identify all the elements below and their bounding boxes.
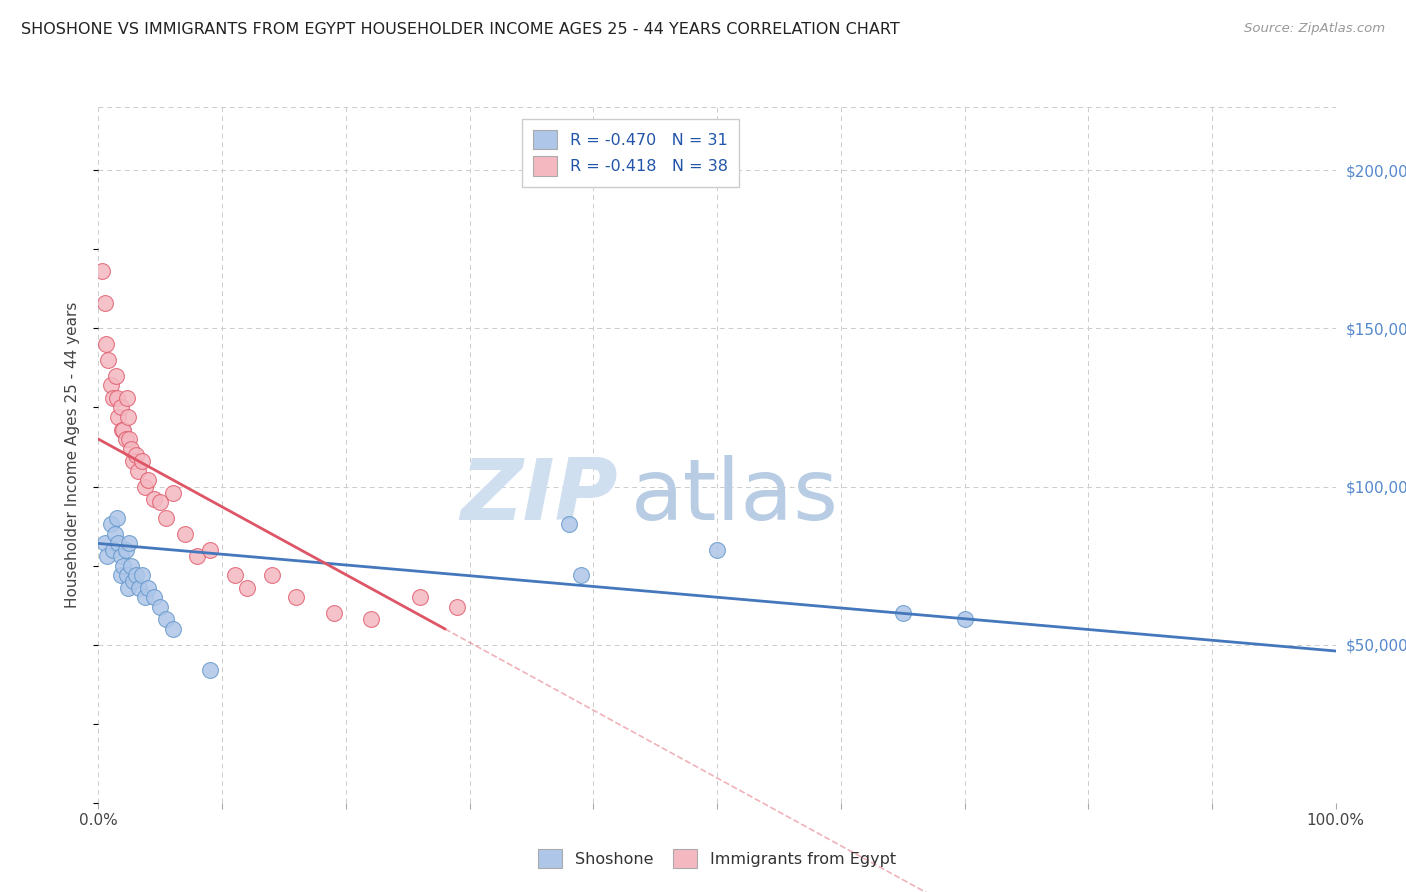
- Point: [260, 568, 283, 582]
- Point: [117, 581, 139, 595]
- Point: [114, 432, 136, 446]
- Point: [96, 549, 118, 563]
- Point: [149, 495, 172, 509]
- Point: [322, 606, 344, 620]
- Point: [136, 473, 159, 487]
- Point: [110, 568, 132, 582]
- Point: [91, 264, 114, 278]
- Point: [143, 492, 166, 507]
- Point: [105, 511, 128, 525]
- Point: [112, 423, 135, 437]
- Point: [100, 378, 122, 392]
- Legend: Shoshone, Immigrants from Egypt: Shoshone, Immigrants from Egypt: [531, 843, 903, 875]
- Point: [117, 409, 139, 424]
- Text: atlas: atlas: [630, 455, 838, 538]
- Text: ZIP: ZIP: [460, 455, 619, 538]
- Point: [236, 581, 259, 595]
- Point: [706, 542, 728, 557]
- Point: [115, 568, 138, 582]
- Point: [136, 581, 159, 595]
- Point: [446, 599, 468, 614]
- Point: [360, 612, 382, 626]
- Point: [143, 591, 166, 605]
- Point: [131, 454, 153, 468]
- Point: [120, 558, 142, 573]
- Point: [97, 353, 120, 368]
- Point: [285, 591, 308, 605]
- Point: [569, 568, 592, 582]
- Point: [104, 368, 127, 383]
- Point: [103, 391, 125, 405]
- Point: [127, 464, 149, 478]
- Point: [155, 511, 177, 525]
- Text: Source: ZipAtlas.com: Source: ZipAtlas.com: [1244, 22, 1385, 36]
- Point: [93, 536, 115, 550]
- Point: [557, 517, 579, 532]
- Point: [111, 423, 134, 437]
- Point: [409, 591, 432, 605]
- Y-axis label: Householder Income Ages 25 - 44 years: Householder Income Ages 25 - 44 years: [65, 301, 80, 608]
- Point: [118, 432, 141, 446]
- Text: SHOSHONE VS IMMIGRANTS FROM EGYPT HOUSEHOLDER INCOME AGES 25 - 44 YEARS CORRELAT: SHOSHONE VS IMMIGRANTS FROM EGYPT HOUSEH…: [21, 22, 900, 37]
- Point: [100, 517, 122, 532]
- Point: [122, 454, 145, 468]
- Point: [953, 612, 976, 626]
- Point: [124, 448, 146, 462]
- Point: [198, 663, 221, 677]
- Point: [891, 606, 914, 620]
- Point: [122, 574, 145, 589]
- Point: [134, 591, 156, 605]
- Point: [186, 549, 208, 563]
- Point: [94, 337, 117, 351]
- Point: [128, 581, 150, 595]
- Point: [107, 409, 129, 424]
- Point: [110, 401, 132, 415]
- Point: [162, 622, 184, 636]
- Point: [198, 542, 221, 557]
- Point: [103, 542, 125, 557]
- Point: [124, 568, 146, 582]
- Point: [110, 549, 132, 563]
- Point: [131, 568, 153, 582]
- Point: [103, 527, 125, 541]
- Point: [114, 542, 136, 557]
- Point: [115, 391, 138, 405]
- Point: [105, 391, 128, 405]
- Point: [118, 536, 141, 550]
- Point: [112, 558, 135, 573]
- Point: [162, 486, 184, 500]
- Point: [174, 527, 197, 541]
- Point: [107, 536, 129, 550]
- Point: [120, 442, 142, 456]
- Point: [224, 568, 246, 582]
- Point: [149, 599, 172, 614]
- Point: [155, 612, 177, 626]
- Point: [93, 296, 115, 310]
- Point: [134, 479, 156, 493]
